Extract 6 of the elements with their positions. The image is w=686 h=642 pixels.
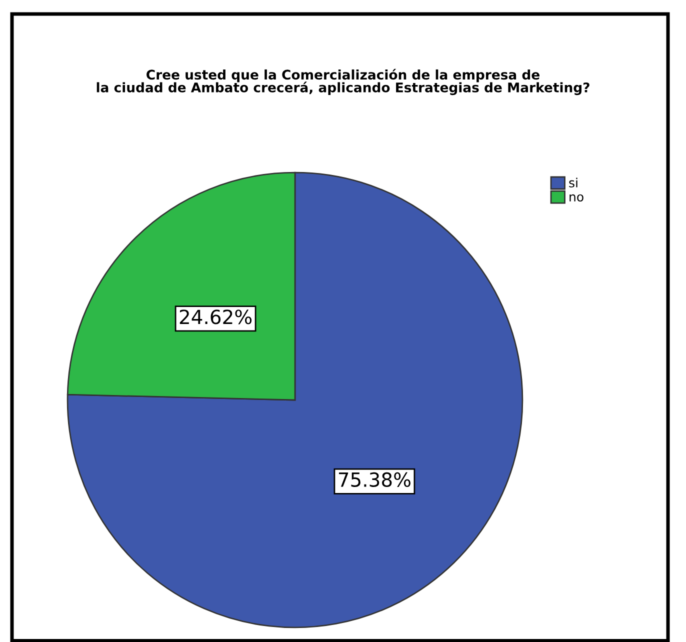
pie-slice: [66, 172, 524, 628]
data-label: 24.62%: [180, 310, 252, 324]
legend-label: no: [570, 194, 584, 202]
legend-label: si: [569, 178, 578, 188]
data-label: 75.38%: [338, 472, 410, 488]
chart-title: Cree usted que la Comercialización de la empresa de la ciudad de Ambato crecerá, aplicando Estrategias de Marketing?: [96, 68, 590, 96]
